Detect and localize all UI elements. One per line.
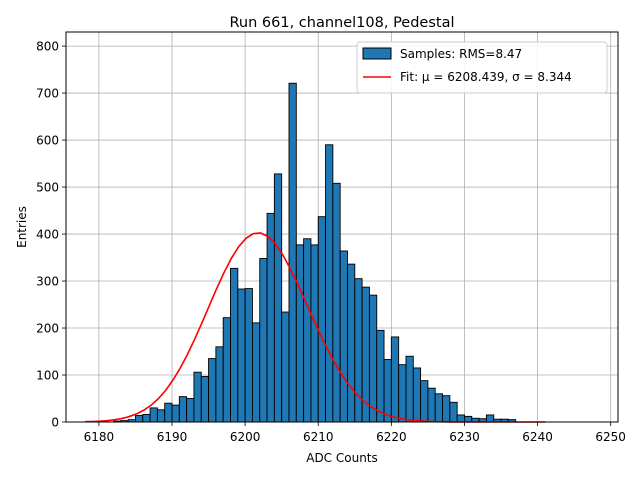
histogram-bar <box>485 414 495 423</box>
histogram-bar <box>273 173 283 423</box>
histogram-bar <box>288 82 297 423</box>
y-tick-label: 500 <box>36 181 59 195</box>
histogram-bar <box>266 212 275 423</box>
histogram-bar <box>317 216 326 423</box>
histogram-bar <box>193 371 202 423</box>
histogram-bar <box>325 144 334 423</box>
y-tick-label: 600 <box>36 134 59 148</box>
histogram-bar <box>149 407 158 423</box>
histogram-bar <box>164 402 173 423</box>
histogram-bar <box>354 278 363 423</box>
histogram-bar <box>383 359 392 423</box>
histogram-bar <box>456 414 465 423</box>
histogram-bar <box>434 393 443 423</box>
legend-swatch-samples <box>362 47 392 60</box>
histogram-bar <box>295 244 305 423</box>
x-tick-label: 6230 <box>449 430 480 444</box>
histogram-bar <box>142 414 151 423</box>
legend-label-fit: Fit: μ = 6208.439, σ = 8.344 <box>400 70 572 84</box>
grid-lines <box>66 32 618 423</box>
histogram-bar <box>251 322 261 423</box>
histogram-bar <box>339 250 348 423</box>
legend-label-samples: Samples: RMS=8.47 <box>400 47 522 61</box>
x-tick-label: 6240 <box>522 430 553 444</box>
x-tick-label: 6220 <box>376 430 407 444</box>
histogram-bar <box>200 375 210 423</box>
histogram-bar <box>222 317 231 423</box>
x-tick-label: 6210 <box>303 430 334 444</box>
x-tick-label: 6200 <box>230 430 261 444</box>
histogram-bar <box>390 336 400 423</box>
x-tick-label: 6180 <box>84 430 115 444</box>
y-axis-label: Entries <box>15 206 29 248</box>
histogram-bar <box>259 258 268 423</box>
histogram-bar <box>215 346 224 423</box>
histogram-bar <box>332 182 341 423</box>
chart-title: Run 661, channel108, Pedestal <box>229 15 454 31</box>
y-tick-label: 0 <box>51 416 59 430</box>
y-tick-label: 400 <box>36 228 59 242</box>
legend-box <box>356 41 608 94</box>
histogram-bar <box>244 288 253 423</box>
y-tick-label: 700 <box>36 87 59 101</box>
histogram-bar <box>347 263 356 423</box>
histogram-bar <box>178 396 188 423</box>
y-tick-label: 200 <box>36 322 59 336</box>
x-tick-label: 6190 <box>157 430 188 444</box>
histogram-bar <box>442 395 451 423</box>
y-axis-ticks: 0 100 200 300 400 500 600 700 800 <box>36 40 66 430</box>
histogram-bar <box>368 294 378 423</box>
histogram-bar <box>310 244 319 423</box>
histogram-bar <box>171 404 180 423</box>
histogram-bar <box>427 387 436 423</box>
histogram-bar <box>237 288 246 423</box>
y-tick-label: 300 <box>36 275 59 289</box>
x-axis-label: ADC Counts <box>306 451 378 465</box>
histogram-bar <box>281 311 290 423</box>
plot-frame <box>65 31 619 423</box>
histogram-bars <box>113 82 517 423</box>
histogram-bar <box>405 355 414 423</box>
histogram-bar <box>186 398 195 423</box>
histogram-bar <box>303 238 312 423</box>
histogram-bar <box>376 329 385 423</box>
x-tick-label: 6250 <box>595 430 626 444</box>
histogram-bar <box>156 409 166 423</box>
y-tick-label: 800 <box>36 40 59 54</box>
y-tick-label: 100 <box>36 369 59 383</box>
histogram-bar <box>398 364 407 423</box>
histogram-bar <box>449 401 458 423</box>
histogram-bar <box>420 380 429 423</box>
histogram-bar <box>412 367 422 423</box>
histogram-bar <box>208 358 217 423</box>
x-axis-ticks: 6180 6190 6200 6210 6220 6230 6240 6250 <box>84 422 626 444</box>
legend: Samples: RMS=8.47 Fit: μ = 6208.439, σ =… <box>356 41 608 94</box>
histogram-bar <box>230 267 239 423</box>
histogram-bar <box>135 414 144 423</box>
